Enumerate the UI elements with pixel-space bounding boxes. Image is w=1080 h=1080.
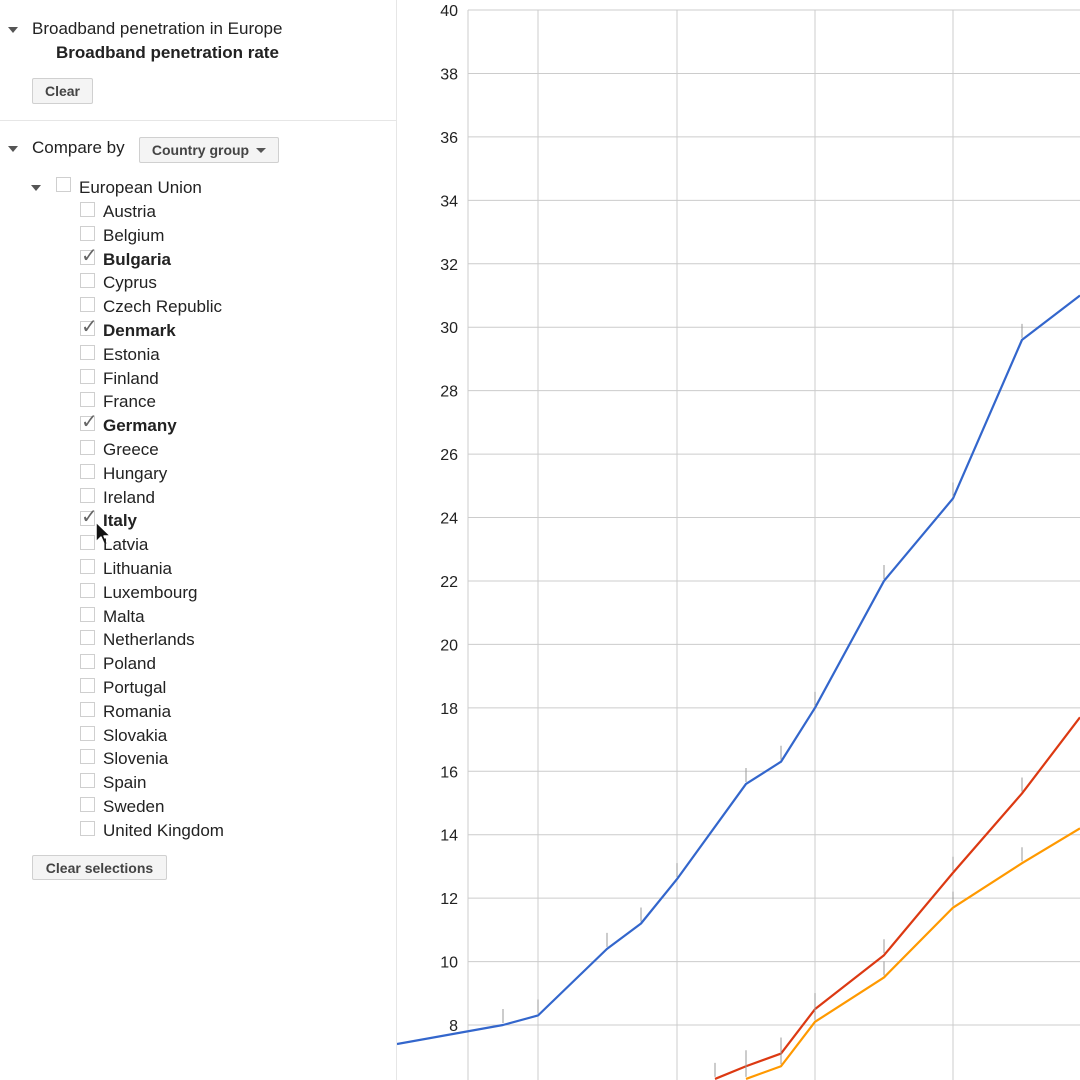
checkbox-latvia[interactable]: [80, 535, 95, 551]
country-label-poland[interactable]: Poland: [103, 654, 156, 674]
checkbox-italy[interactable]: [80, 504, 98, 528]
collapse-dataset-triangle-icon[interactable]: [8, 27, 18, 33]
country-label-italy[interactable]: Italy: [103, 511, 138, 531]
checkbox-hungary[interactable]: [80, 463, 95, 479]
checkbox-finland[interactable]: [80, 368, 95, 384]
country-label-bulgaria[interactable]: Bulgaria: [103, 249, 172, 269]
country-label-ireland[interactable]: Ireland: [103, 487, 155, 507]
country-label-belgium[interactable]: Belgium: [103, 225, 165, 245]
country-label-portugal[interactable]: Portugal: [103, 678, 167, 697]
country-label-spain[interactable]: Spain: [103, 773, 147, 793]
y-tick-label: 36: [440, 130, 458, 147]
country-label-greece[interactable]: Greece: [103, 440, 159, 459]
country-label-latvia[interactable]: Latvia: [103, 535, 149, 555]
checkbox-belgium[interactable]: [80, 225, 95, 241]
checkbox-united-kingdom[interactable]: [80, 820, 95, 836]
series-line-2: [714, 716, 1080, 1080]
y-tick-label: 40: [440, 3, 458, 20]
checkbox-poland[interactable]: [80, 654, 95, 670]
y-tick-label: 34: [440, 193, 458, 210]
country-label-luxembourg[interactable]: Luxembourg: [103, 582, 198, 602]
country-label-sweden[interactable]: Sweden: [103, 797, 165, 816]
country-label-malta[interactable]: Malta: [103, 606, 145, 626]
line-chart: 8 10 12 14 16 18 20 22 24 26 28 30 32 34 36 38 40: [397, 3, 1080, 1080]
checkbox-cyprus[interactable]: [80, 273, 95, 289]
y-tick-label: 10: [440, 955, 458, 972]
collapse-compare-triangle-icon[interactable]: [8, 146, 18, 152]
mouse-cursor-icon: [95, 521, 112, 546]
country-label-united-kingdom[interactable]: United Kingdom: [103, 820, 224, 840]
checkbox-luxembourg[interactable]: [80, 582, 95, 598]
country-label-denmark[interactable]: Denmark: [103, 321, 176, 340]
clear-button[interactable]: Clear: [32, 78, 93, 104]
checkbox-malta[interactable]: [80, 606, 95, 622]
checkbox-lithuania[interactable]: [80, 559, 95, 574]
y-tick-label: 26: [440, 447, 458, 464]
checkbox-spain[interactable]: [80, 773, 95, 789]
country-label-austria[interactable]: Austria: [103, 202, 156, 221]
country-label-france[interactable]: France: [103, 392, 156, 412]
checkbox-netherlands[interactable]: [80, 630, 95, 646]
y-tick-label: 14: [440, 828, 458, 845]
checkbox-slovenia[interactable]: [80, 749, 95, 765]
chevron-down-icon: [256, 147, 267, 153]
series-line-1: [397, 294, 1080, 1046]
checkbox-czech-republic[interactable]: [80, 297, 95, 313]
country-label-czech-republic[interactable]: Czech Republic: [103, 297, 223, 317]
compare-by-label: Compare by: [32, 138, 125, 157]
divider: [0, 120, 396, 121]
checkbox-portugal[interactable]: [80, 678, 95, 693]
country-label-lithuania[interactable]: Lithuania: [103, 559, 173, 578]
checkbox-denmark[interactable]: [80, 314, 98, 338]
checkbox-bulgaria[interactable]: [80, 243, 98, 267]
group-checkbox[interactable]: [56, 177, 71, 192]
country-label-hungary[interactable]: Hungary: [103, 463, 168, 483]
country-label-slovakia[interactable]: Slovakia: [103, 725, 168, 745]
checkbox-estonia[interactable]: [80, 344, 95, 360]
dataset-title: Broadband penetration in Europe: [32, 19, 283, 38]
country-label-netherlands[interactable]: Netherlands: [103, 630, 195, 650]
checkbox-germany[interactable]: [80, 409, 98, 433]
country-label-finland[interactable]: Finland: [103, 368, 159, 388]
country-label-germany[interactable]: Germany: [103, 416, 177, 436]
y-tick-label: 8: [449, 1018, 458, 1035]
y-tick-label: 18: [440, 701, 458, 718]
country-label-romania[interactable]: Romania: [103, 701, 172, 721]
y-tick-label: 32: [440, 257, 458, 274]
y-tick-label: 12: [440, 891, 458, 908]
y-tick-label: 24: [440, 511, 458, 528]
checkbox-greece[interactable]: [80, 440, 95, 455]
y-tick-label: 22: [440, 574, 458, 591]
group-label[interactable]: European Union: [79, 178, 202, 197]
y-tick-label: 38: [440, 66, 458, 83]
checkbox-sweden[interactable]: [80, 797, 95, 812]
sidebar: Broadband penetration in Europe Broadban…: [0, 0, 397, 1080]
compare-by-dropdown[interactable]: Country group: [139, 137, 279, 163]
y-tick-label: 16: [440, 764, 458, 781]
checkbox-ireland[interactable]: [80, 487, 95, 503]
clear-selections-button[interactable]: Clear selections: [32, 855, 167, 880]
series-line-3: [745, 827, 1080, 1080]
collapse-group-triangle-icon[interactable]: [31, 185, 41, 191]
checkbox-austria[interactable]: [80, 202, 95, 217]
metric-title: Broadband penetration rate: [56, 43, 279, 62]
y-tick-label: 30: [440, 320, 458, 337]
checkbox-romania[interactable]: [80, 701, 95, 717]
compare-by-value: Country group: [151, 142, 250, 158]
checkbox-france[interactable]: [80, 392, 95, 408]
country-label-slovenia[interactable]: Slovenia: [103, 749, 169, 769]
checkbox-slovakia[interactable]: [80, 725, 95, 741]
y-tick-label: 28: [440, 384, 458, 401]
country-label-cyprus[interactable]: Cyprus: [103, 273, 157, 293]
y-tick-label: 20: [440, 637, 458, 654]
country-label-estonia[interactable]: Estonia: [103, 344, 160, 364]
